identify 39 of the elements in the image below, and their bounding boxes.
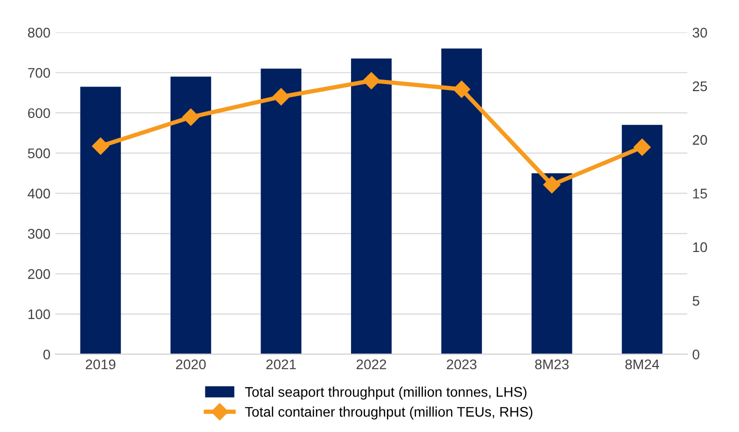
y-tick-label: 100 — [28, 309, 50, 320]
legend-label: Total seaport throughput (million tonnes, LHS) — [245, 386, 526, 400]
x-tick-label: 2021 — [266, 359, 296, 370]
y-tick-label: 200 — [28, 269, 50, 279]
bar — [260, 68, 302, 354]
y2-tick-label: 25 — [692, 81, 707, 92]
y-tick-label: 0 — [43, 350, 50, 360]
legend-label: Total container throughput (million TEUs, RHS) — [245, 406, 532, 420]
point — [634, 138, 651, 156]
y-tick-label: 700 — [28, 68, 50, 78]
y-tick-label: 400 — [28, 188, 50, 198]
x-tick-label: 8M24 — [625, 359, 660, 370]
y2-tick-label: 5 — [692, 296, 700, 306]
point — [92, 138, 110, 155]
point — [453, 80, 470, 98]
y2-tick-label: 0 — [692, 350, 700, 360]
bar — [170, 76, 212, 354]
bar — [441, 48, 482, 354]
x-tick-label: 2019 — [86, 359, 116, 370]
point — [543, 176, 560, 194]
y-tick-label: 500 — [28, 148, 50, 158]
bar — [622, 124, 662, 354]
bar — [80, 86, 121, 354]
y-tick-label: 600 — [28, 108, 50, 118]
x-tick-label: 2023 — [446, 359, 476, 370]
bar — [532, 173, 572, 354]
y-tick-label: 300 — [28, 228, 50, 239]
y2-tick-label: 30 — [692, 28, 708, 38]
y2-tick-label: 10 — [693, 242, 708, 252]
bar — [351, 58, 392, 354]
y2-tick-label: 20 — [692, 135, 708, 145]
y2-tick-label: 15 — [693, 188, 707, 198]
y-tick-label: 800 — [28, 28, 50, 38]
point — [272, 88, 290, 106]
x-tick-label: 2020 — [176, 359, 206, 370]
x-tick-label: 8M23 — [535, 359, 569, 370]
point — [182, 108, 200, 126]
point — [362, 72, 380, 90]
x-tick-label: 2022 — [356, 359, 386, 370]
